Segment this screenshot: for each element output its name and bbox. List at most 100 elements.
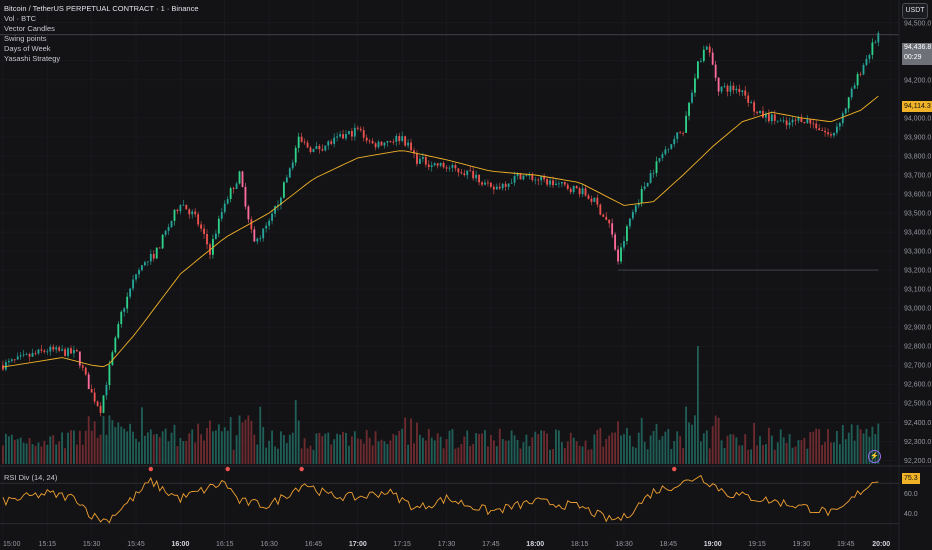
candle[interactable] bbox=[676, 132, 679, 144]
candle[interactable] bbox=[300, 132, 303, 143]
candle[interactable] bbox=[510, 178, 513, 184]
candle[interactable] bbox=[744, 86, 747, 100]
candle[interactable] bbox=[649, 169, 652, 184]
candle[interactable] bbox=[43, 349, 46, 354]
candle[interactable] bbox=[303, 138, 306, 145]
candle[interactable] bbox=[531, 172, 534, 182]
candle[interactable] bbox=[451, 162, 454, 172]
candle[interactable] bbox=[729, 81, 732, 96]
candle[interactable] bbox=[602, 213, 605, 217]
candle[interactable] bbox=[223, 200, 226, 215]
candle[interactable] bbox=[123, 306, 126, 317]
candle[interactable] bbox=[13, 359, 16, 363]
candle[interactable] bbox=[359, 126, 362, 133]
candle[interactable] bbox=[563, 181, 566, 187]
candle[interactable] bbox=[315, 141, 318, 150]
candle[interactable] bbox=[250, 216, 253, 234]
candle[interactable] bbox=[191, 209, 194, 219]
candle[interactable] bbox=[552, 176, 554, 188]
candle[interactable] bbox=[75, 348, 78, 352]
candle[interactable] bbox=[868, 53, 871, 64]
candle[interactable] bbox=[442, 161, 445, 169]
candle[interactable] bbox=[623, 236, 625, 251]
candle[interactable] bbox=[634, 204, 637, 215]
candle[interactable] bbox=[498, 182, 501, 191]
candle[interactable] bbox=[386, 140, 389, 147]
candle[interactable] bbox=[495, 183, 498, 190]
indicator-volume[interactable]: Vol · BTC bbox=[4, 14, 37, 23]
candle[interactable] bbox=[673, 135, 676, 148]
candle[interactable] bbox=[265, 222, 268, 233]
candle[interactable] bbox=[581, 184, 584, 197]
lightning-icon[interactable]: ⚡ bbox=[868, 450, 881, 463]
candle[interactable] bbox=[203, 224, 205, 239]
candle[interactable] bbox=[259, 235, 262, 242]
candle[interactable] bbox=[847, 96, 850, 113]
candle[interactable] bbox=[64, 347, 66, 357]
candle[interactable] bbox=[702, 45, 705, 63]
candle[interactable] bbox=[770, 111, 773, 125]
candle[interactable] bbox=[197, 211, 200, 227]
candle[interactable] bbox=[670, 144, 673, 150]
candle[interactable] bbox=[297, 132, 300, 153]
candle[interactable] bbox=[614, 232, 617, 251]
candle[interactable] bbox=[732, 82, 735, 94]
candle[interactable] bbox=[342, 129, 344, 140]
candle[interactable] bbox=[487, 179, 489, 187]
candle[interactable] bbox=[549, 177, 551, 188]
candle[interactable] bbox=[146, 261, 149, 266]
candle[interactable] bbox=[664, 145, 667, 156]
candle[interactable] bbox=[182, 199, 185, 206]
candle[interactable] bbox=[164, 229, 167, 238]
candle[interactable] bbox=[806, 115, 809, 124]
candle[interactable] bbox=[841, 111, 844, 127]
candle[interactable] bbox=[61, 344, 64, 352]
candle[interactable] bbox=[371, 138, 374, 145]
price-axis[interactable]: 94,500.094,300.094,200.094,000.093,900.0… bbox=[904, 20, 931, 464]
candle[interactable] bbox=[575, 185, 578, 189]
indicator-swing-points[interactable]: Swing points bbox=[4, 34, 47, 43]
candle[interactable] bbox=[132, 274, 134, 291]
candle[interactable] bbox=[859, 71, 862, 77]
candle[interactable] bbox=[844, 107, 847, 116]
candle[interactable] bbox=[10, 358, 13, 363]
candle[interactable] bbox=[835, 122, 838, 136]
candle[interactable] bbox=[52, 344, 55, 353]
candle[interactable] bbox=[398, 132, 401, 145]
candle[interactable] bbox=[96, 400, 99, 407]
candle[interactable] bbox=[401, 131, 404, 143]
candle[interactable] bbox=[555, 179, 557, 186]
candle[interactable] bbox=[288, 167, 291, 178]
indicator-vector-candles[interactable]: Vector Candles bbox=[4, 24, 55, 33]
candle[interactable] bbox=[558, 180, 560, 188]
candle[interactable] bbox=[691, 89, 693, 105]
candle[interactable] bbox=[4, 359, 7, 372]
candle[interactable] bbox=[445, 165, 448, 172]
candle[interactable] bbox=[176, 208, 179, 215]
candle[interactable] bbox=[262, 228, 265, 242]
candle[interactable] bbox=[584, 184, 587, 197]
candle[interactable] bbox=[865, 55, 868, 67]
candle[interactable] bbox=[628, 218, 631, 230]
candle[interactable] bbox=[759, 110, 761, 115]
candle[interactable] bbox=[735, 85, 738, 94]
candle[interactable] bbox=[31, 348, 34, 357]
candle[interactable] bbox=[185, 204, 188, 210]
candle[interactable] bbox=[330, 139, 333, 146]
candle[interactable] bbox=[436, 163, 439, 169]
candle[interactable] bbox=[469, 165, 472, 172]
candle[interactable] bbox=[383, 142, 386, 149]
candle[interactable] bbox=[504, 181, 507, 191]
candle[interactable] bbox=[481, 180, 483, 187]
candle[interactable] bbox=[460, 168, 463, 175]
candle[interactable] bbox=[779, 118, 782, 122]
candle[interactable] bbox=[161, 233, 164, 249]
candle[interactable] bbox=[507, 183, 510, 190]
candle[interactable] bbox=[253, 226, 256, 242]
candle[interactable] bbox=[256, 237, 259, 245]
candle[interactable] bbox=[46, 348, 49, 355]
candle[interactable] bbox=[578, 186, 581, 198]
candle[interactable] bbox=[776, 120, 779, 124]
candle[interactable] bbox=[830, 131, 832, 138]
candle[interactable] bbox=[717, 77, 720, 96]
